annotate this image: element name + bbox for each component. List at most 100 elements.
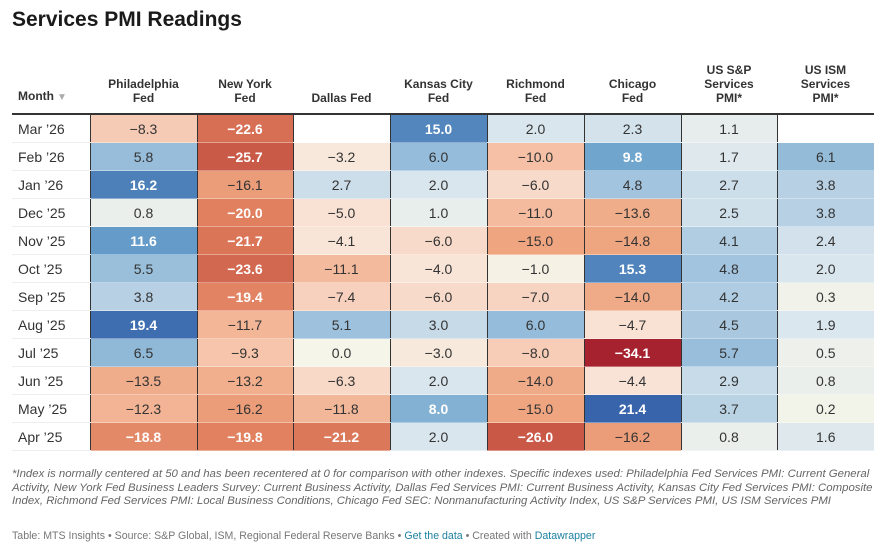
table-row: Jul ’25 6.5 −9.3 0.0 −3.0 −8.0 −34.1 5.7 0.5 (12, 338, 874, 367)
column-header-label: Services (704, 77, 754, 91)
get-data-link[interactable]: Get the data (404, 530, 463, 542)
table-row: Jan ’26 16.2 −16.1 2.7 2.0 −6.0 4.8 2.7 3.8 (12, 170, 874, 199)
value-cell: 3.7 (680, 394, 777, 423)
value-cell: 2.7 (680, 170, 777, 199)
value-cell: 5.1 (292, 310, 390, 339)
value-cell: −6.3 (292, 366, 390, 395)
column-header-label: Kansas City (404, 77, 473, 91)
value-cell: −4.7 (583, 310, 681, 339)
column-header-label: New York (218, 77, 272, 91)
column-header-label: Fed (621, 91, 644, 105)
value-cell: 2.0 (389, 366, 487, 395)
value-cell: −8.3 (89, 114, 197, 143)
column-header-label: PMI* (715, 91, 742, 105)
value-cell: −4.0 (389, 254, 487, 283)
value-cell: 0.3 (776, 282, 874, 311)
column-header-label: Chicago (608, 77, 657, 91)
value-cell: −15.0 (486, 394, 584, 423)
month-cell: Jan ’26 (12, 170, 90, 199)
value-cell: −7.0 (486, 282, 584, 311)
footnote: *Index is normally centered at 50 and ha… (12, 468, 873, 507)
value-cell: 5.7 (680, 338, 777, 367)
value-cell: −3.0 (389, 338, 487, 367)
value-cell: −16.2 (196, 394, 293, 423)
value-cell: −7.4 (292, 282, 390, 311)
column-header[interactable]: Philadelphia Fed (90, 62, 197, 115)
table-row: Dec ’25 0.8 −20.0 −5.0 1.0 −11.0 −13.6 2.5 3.8 (12, 198, 874, 227)
value-cell: −12.3 (89, 394, 197, 423)
value-cell: 2.0 (776, 254, 874, 283)
month-cell: Jun ’25 (12, 366, 90, 395)
value-cell: 16.2 (89, 170, 197, 199)
value-cell: 0.2 (776, 394, 874, 423)
value-cell: 3.8 (89, 282, 197, 311)
value-cell: 6.0 (389, 142, 487, 171)
value-cell (292, 114, 390, 143)
value-cell: −15.0 (486, 226, 584, 255)
column-header-label: Philadelphia (108, 77, 179, 91)
table-row: Nov ’25 11.6 −21.7 −4.1 −6.0 −15.0 −14.8 4.1 2.4 (12, 226, 874, 255)
value-cell: 15.0 (389, 114, 487, 143)
column-header[interactable]: US ISM Services PMI* (777, 62, 874, 115)
value-cell: −14.0 (486, 366, 584, 395)
value-cell: 6.5 (89, 338, 197, 367)
value-cell: −11.7 (196, 310, 293, 339)
value-cell: 1.6 (776, 422, 874, 451)
value-cell: −11.0 (486, 198, 584, 227)
value-cell: 2.3 (583, 114, 681, 143)
separator: • (394, 530, 405, 542)
value-cell: 19.4 (89, 310, 197, 339)
value-cell: 2.0 (486, 114, 584, 143)
column-header[interactable]: Kansas City Fed (390, 62, 487, 115)
value-cell: −19.8 (196, 422, 293, 451)
value-cell (776, 114, 874, 143)
datawrapper-link[interactable]: Datawrapper (534, 530, 596, 542)
value-cell: 0.8 (680, 422, 777, 451)
value-cell: 3.8 (776, 170, 874, 199)
separator: • (105, 530, 115, 542)
value-cell: 0.8 (89, 198, 197, 227)
value-cell: 1.0 (389, 198, 487, 227)
value-cell: 3.0 (389, 310, 487, 339)
month-cell: Aug ’25 (12, 310, 90, 339)
table-row: Mar ’26 −8.3 −22.6 15.0 2.0 2.3 1.1 (12, 114, 874, 143)
table-row: Sep ’25 3.8 −19.4 −7.4 −6.0 −7.0 −14.0 4.2 0.3 (12, 282, 874, 311)
month-cell: Dec ’25 (12, 198, 90, 227)
value-cell: 6.1 (776, 142, 874, 171)
column-header[interactable]: US S&P Services PMI* (681, 62, 777, 115)
footer: Table: MTS Insights • Source: S&P Global… (12, 530, 595, 542)
column-header[interactable]: Dallas Fed (293, 62, 390, 115)
column-header-label: Richmond (506, 77, 565, 91)
value-cell: −19.4 (196, 282, 293, 311)
value-cell: −21.2 (292, 422, 390, 451)
table-row: Apr ’25 −18.8 −19.8 −21.2 2.0 −26.0 −16.2 0.8 1.… (12, 422, 874, 451)
pmi-table: Month ▼ Philadelphia Fed New York Fed Dallas … (12, 62, 874, 451)
value-cell: 4.2 (680, 282, 777, 311)
column-header-label: Fed (524, 91, 547, 105)
column-header-label: PMI* (812, 91, 839, 105)
value-cell: 2.0 (389, 170, 487, 199)
value-cell: 3.8 (776, 198, 874, 227)
table-row: Aug ’25 19.4 −11.7 5.1 3.0 6.0 −4.7 4.5 1.9 (12, 310, 874, 339)
month-cell: Mar ’26 (12, 114, 90, 143)
value-cell: −16.1 (196, 170, 293, 199)
table-credit: Table: MTS Insights (12, 530, 106, 542)
column-header[interactable]: Chicago Fed (584, 62, 681, 115)
value-cell: −20.0 (196, 198, 293, 227)
month-cell: May ’25 (12, 394, 90, 423)
column-header[interactable]: New York Fed (197, 62, 293, 115)
column-header[interactable]: Richmond Fed (487, 62, 584, 115)
value-cell: 1.7 (680, 142, 777, 171)
value-cell: −26.0 (486, 422, 584, 451)
value-cell: 2.4 (776, 226, 874, 255)
value-cell: 8.0 (389, 394, 487, 423)
triangle-down-icon[interactable]: ▼ (56, 92, 67, 103)
value-cell: 4.1 (680, 226, 777, 255)
value-cell: −13.6 (583, 198, 681, 227)
column-header-month[interactable]: Month ▼ (12, 62, 90, 115)
value-cell: 9.8 (583, 142, 681, 171)
value-cell: −11.1 (292, 254, 390, 283)
value-cell: 2.0 (389, 422, 487, 451)
month-cell: Sep ’25 (12, 282, 90, 311)
value-cell: −23.6 (196, 254, 293, 283)
